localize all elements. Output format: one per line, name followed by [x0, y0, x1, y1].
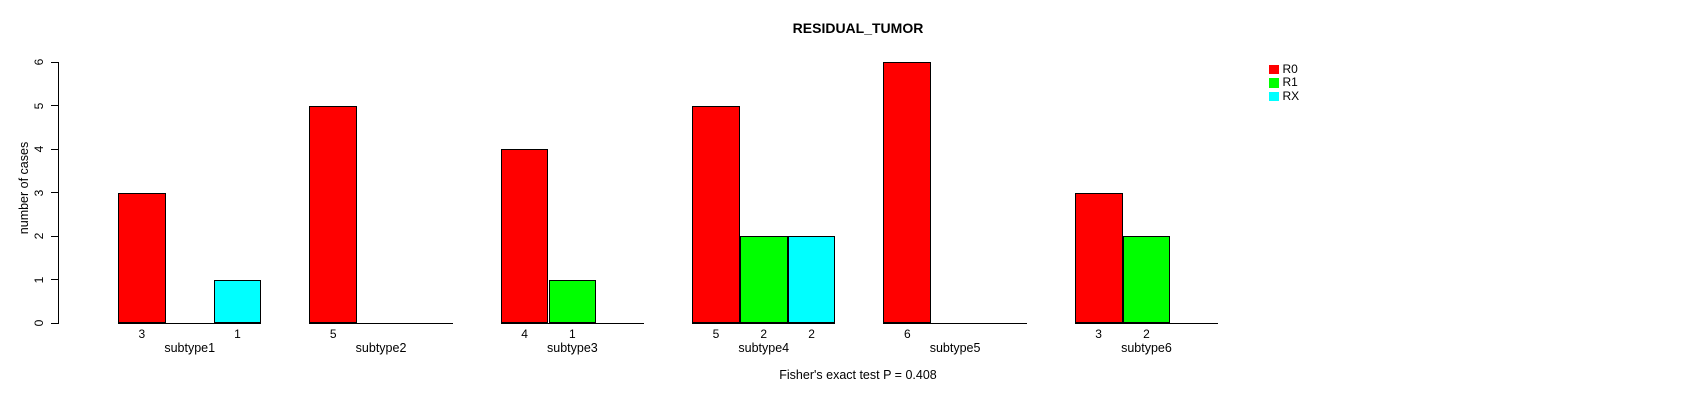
category-label: subtype6	[1121, 341, 1172, 355]
group-baseline	[118, 322, 262, 324]
group-baseline	[500, 322, 645, 324]
group-baseline	[692, 322, 836, 324]
group-baseline	[1074, 322, 1219, 324]
y-tick-label: 3	[32, 189, 46, 196]
bar-value-label: 1	[569, 327, 576, 341]
bar	[309, 105, 358, 323]
y-tick-label: 0	[32, 319, 46, 327]
y-tick-label: 5	[32, 102, 46, 109]
legend-label: R1	[1282, 75, 1298, 90]
legend-item: R1	[1269, 75, 1299, 90]
legend-label: RX	[1282, 88, 1300, 103]
y-tick-label: 4	[32, 145, 46, 153]
bar	[1122, 236, 1171, 323]
legend-item: R0	[1269, 62, 1299, 76]
category-label: subtype2	[355, 341, 407, 355]
legend: R0 R1 RX	[1269, 62, 1300, 103]
y-tick-label: 6	[32, 58, 46, 66]
bar-value-label: 3	[138, 327, 146, 341]
bar-value-label: 5	[329, 327, 337, 341]
legend-label: R0	[1282, 62, 1298, 76]
bar	[1074, 192, 1123, 323]
bar	[883, 62, 932, 323]
group-baseline	[309, 322, 453, 324]
category-label: subtype3	[547, 341, 598, 355]
y-tick	[50, 61, 58, 63]
bar-value-label: 3	[1095, 327, 1102, 341]
chart-title: RESIDUAL_TUMOR	[792, 20, 924, 36]
bar-value-label: 2	[1143, 327, 1150, 341]
y-tick	[50, 148, 58, 150]
bar	[787, 236, 836, 323]
bar-value-label: 5	[712, 327, 720, 341]
y-tick-label: 2	[32, 232, 46, 240]
y-tick	[50, 105, 58, 106]
legend-swatch-icon	[1269, 64, 1279, 75]
bar	[548, 279, 597, 323]
bar	[118, 192, 166, 323]
y-tick	[50, 235, 58, 237]
legend-swatch-icon	[1269, 91, 1279, 102]
y-tick-label: 1	[32, 276, 46, 283]
bar	[692, 105, 740, 323]
bar	[213, 279, 262, 323]
legend-item: RX	[1269, 88, 1300, 103]
category-label: subtype4	[738, 341, 790, 355]
category-label: subtype5	[929, 341, 981, 355]
bar-value-label: 4	[521, 327, 528, 341]
footer-note: Fisher's exact test P = 0.408	[779, 368, 937, 382]
bar	[739, 236, 788, 323]
bar-value-label: 2	[808, 327, 815, 341]
bar-value-label: 2	[760, 327, 768, 341]
group-baseline	[883, 322, 1027, 324]
y-tick	[50, 279, 58, 280]
bar-value-label: 6	[903, 327, 911, 341]
bar-value-label: 1	[234, 327, 241, 341]
category-label: subtype1	[164, 341, 216, 355]
bar	[500, 149, 549, 323]
legend-swatch-icon	[1269, 78, 1279, 88]
y-tick	[50, 192, 58, 193]
y-tick	[50, 322, 58, 324]
y-axis-line	[57, 61, 59, 324]
